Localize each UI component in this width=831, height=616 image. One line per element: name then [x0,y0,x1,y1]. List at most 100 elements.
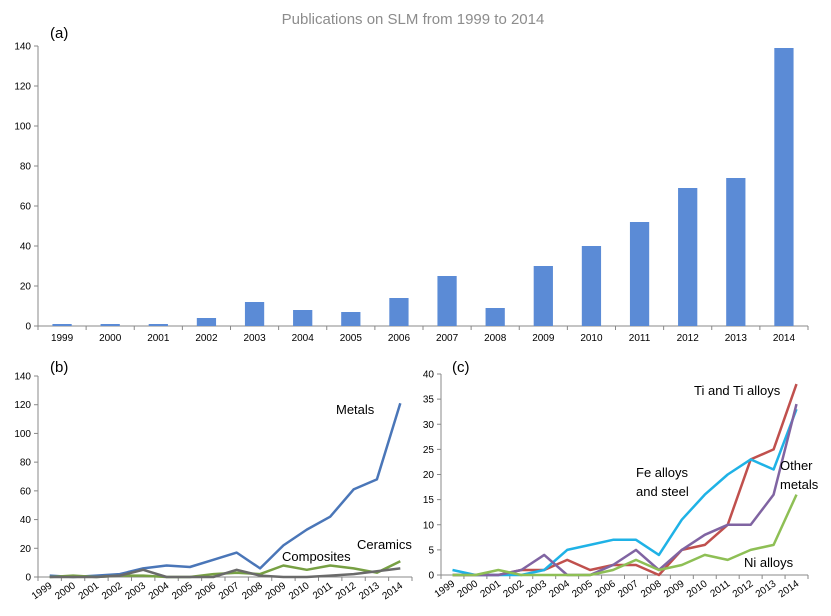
bar-2011 [629,222,650,326]
panel-c-y-tick-label: 40 [423,370,435,381]
panel-b-x-tick-label: 2004 [147,580,172,602]
fe-alloys-label-line1: Fe alloys [636,465,689,480]
panel-a-x-tick-label: 2013 [725,333,748,344]
bar-2009 [533,266,553,326]
panel-c-x-tick-label: 2007 [616,578,641,600]
panel-c-label: (c) [452,359,470,376]
bar-1999 [52,324,72,326]
panel-b-x-tick-label: 2011 [311,580,335,602]
panel-c-x-tick-label: 2014 [777,578,802,600]
panel-b-y-tick-label: 60 [20,486,32,497]
panel-c-marks [452,383,798,577]
panel-b-y-tick-label: 120 [14,400,31,411]
panel-a-x-tick-label: 2012 [677,333,700,344]
panel-a-x-tick-label: 2006 [388,333,411,344]
panel-b-y-tick-label: 80 [20,458,32,469]
bar-2002 [196,318,217,326]
panel-a-x-tick-label: 2003 [243,333,266,344]
panel-c-y-tick-label: 25 [423,445,435,456]
panel-a-x-tick-label: 2011 [629,333,651,344]
bar-2003 [244,302,265,326]
panel-c-x-tick-label: 2005 [570,578,595,600]
bar-2008 [485,308,505,326]
bar-2007 [437,276,457,326]
panel-b-x-tick-label: 2007 [217,580,242,602]
panel-b-x-tick-label: 2005 [170,580,195,602]
panel-b-x-tick-label: 2013 [357,580,382,602]
panel-a-y-tick-label: 120 [14,82,31,93]
panel-b-x-tick-label: 2009 [264,580,289,602]
panel-c-x-tick-label: 2001 [479,578,504,600]
metals-label: Metals [336,402,375,417]
other-metals-label-line1: Other [780,458,813,473]
panel-a-x-tick-label: 2005 [340,333,363,344]
panel-b-x-tick-label: 2012 [334,580,359,602]
panel-b-y-tick-label: 0 [25,573,31,584]
panel-b-y-tick-label: 20 [20,544,32,555]
panel-c-y-tick-label: 5 [428,545,434,556]
panel-c-x-tick-label: 2011 [709,578,733,600]
panel-a-x-tick-label: 2001 [147,333,170,344]
panel-b-x-tick-label: 2014 [380,580,405,602]
panel-b: (b) 020406080100120140199920002001200220… [14,359,413,602]
panel-a-x-tick-label: 2000 [99,333,122,344]
panel-c-x-tick-label: 2003 [524,578,549,600]
panel-b-y-tick-label: 100 [14,429,31,440]
bar-2013 [726,178,746,326]
panel-a-y-tick-label: 60 [20,202,32,213]
ti-alloys-label: Ti and Ti alloys [694,383,781,398]
panel-a-y-tick-label: 20 [20,282,32,293]
panel-b-x-tick-label: 2000 [53,580,78,602]
bar-2012 [678,188,698,326]
panel-c: (c) 0 5 10 15 20 25 30 35 40 19992000200120022003… [423,359,819,600]
panel-b-marks [49,402,402,579]
bar-2006 [389,298,409,326]
panel-c-y-tick-label: 15 [423,495,435,506]
bar-2000 [100,324,120,326]
panel-b-series-ceramics [49,567,401,579]
panel-c-x-tick-label: 2010 [685,578,710,600]
panel-c-y-tick-label: 0 [428,571,434,582]
panel-c-series-ti-and-ti-alloys [452,383,798,577]
panel-c-y-tick-label: 10 [423,520,435,531]
panel-c-y-tick-label: 35 [423,395,435,406]
panel-a-y-tick-label: 40 [20,242,32,253]
panel-a-y-tick-label: 100 [14,122,31,133]
fe-alloys-label-line2: and steel [636,484,689,499]
panel-c-x-tick-label: 2012 [731,578,756,600]
bar-2014 [774,48,794,326]
bar-2010 [581,246,602,326]
panel-a-x-tick-label: 2014 [773,333,796,344]
panel-b-y-tick-label: 140 [14,372,31,383]
panel-a-x-tick-label: 2010 [580,333,603,344]
ceramics-label: Ceramics [357,537,412,552]
panel-a-x-tick-label: 2004 [292,333,315,344]
panel-c-y-tick-label: 30 [423,420,435,431]
panel-c-x-tick-label: 2000 [456,578,481,600]
panel-a-marks [52,48,794,326]
bar-2001 [148,324,168,326]
panel-a-y-tick-label: 80 [20,162,32,173]
other-metals-label-line2: metals [780,477,819,492]
composites-label: Composites [282,549,351,564]
panel-a-label: (a) [50,25,68,42]
bar-2005 [341,312,361,326]
panel-a-x-tick-label: 2002 [195,333,218,344]
panel-a-x-tick-label: 2008 [484,333,507,344]
panel-c-series-ni-alloys [452,494,798,577]
panel-b-x-tick-label: 2001 [77,580,102,602]
panel-b-series-metals [49,402,402,579]
panel-c-x-tick-label: 2009 [662,578,687,600]
panel-c-x-tick-label: 2004 [547,578,572,600]
panel-b-x-tick-label: 2008 [240,580,265,602]
panel-a-x-tick-label: 2009 [532,333,555,344]
panel-b-x-tick-label: 2002 [100,580,125,602]
panel-a-y-tick-label: 140 [14,42,31,53]
figure-title: Publications on SLM from 1999 to 2014 [282,11,545,28]
panel-c-x-tick-label: 2006 [593,578,618,600]
panel-a-y-tick-label: 0 [25,322,31,333]
panel-c-x-tick-label: 1999 [433,578,458,600]
panel-c-x-tick-label: 2002 [501,578,526,600]
bar-2004 [293,310,313,326]
panel-c-x-tick-label: 2008 [639,578,664,600]
